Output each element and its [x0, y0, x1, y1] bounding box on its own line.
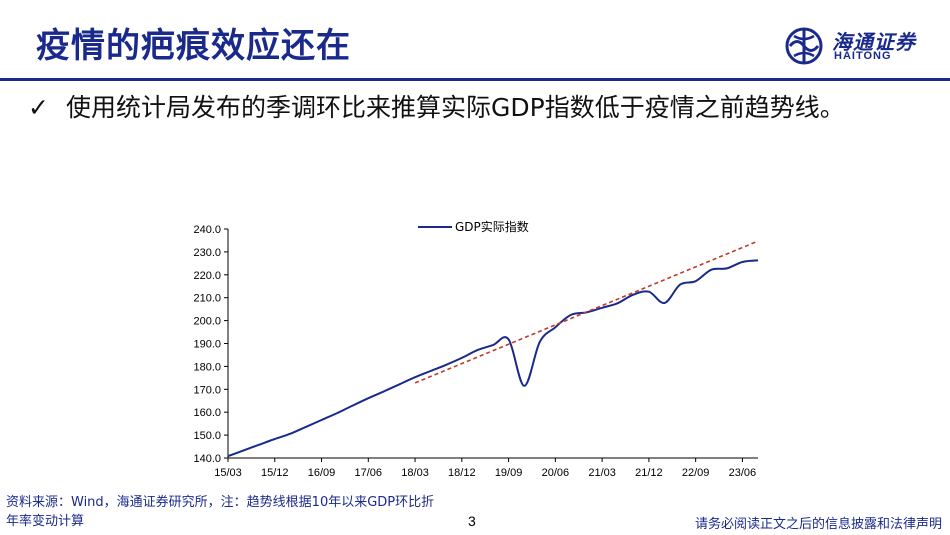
trend-line: [414, 240, 759, 384]
legend-label: GDP实际指数: [455, 219, 529, 234]
y-tick-label: 170.0: [193, 384, 221, 396]
x-tick-label: 19/09: [495, 467, 523, 479]
y-tick-label: 220.0: [193, 270, 221, 282]
x-tick-label: 23/06: [729, 467, 757, 479]
haitong-emblem-icon: [785, 27, 823, 65]
y-tick-label: 160.0: [193, 407, 221, 419]
bullet-point: ✓ 使用统计局发布的季调环比来推算实际GDP指数低于疫情之前趋势线。: [28, 86, 908, 130]
y-tick-label: 140.0: [193, 453, 221, 465]
haitong-logo: 海通证券 HAITONG: [782, 24, 922, 68]
source-note: 资料来源：Wind，海通证券研究所，注：趋势线根据10年以来GDP环比折年率变动…: [6, 495, 435, 529]
disclaimer-link[interactable]: 请务必阅读正文之后的信息披露和法律声明: [694, 517, 942, 532]
y-tick-label: 190.0: [193, 339, 221, 351]
x-tick-label: 17/06: [355, 467, 383, 479]
y-tick-label: 210.0: [193, 293, 221, 305]
logo-en-text: HAITONG: [834, 50, 892, 62]
check-icon: ✓: [28, 93, 49, 122]
x-tick-label: 20/06: [542, 467, 570, 479]
bullet-text: 使用统计局发布的季调环比来推算实际GDP指数低于疫情之前趋势线。: [66, 93, 845, 122]
y-tick-label: 240.0: [193, 224, 221, 236]
page-number: 3: [468, 513, 476, 529]
x-tick-label: 15/03: [214, 467, 242, 479]
y-tick-label: 200.0: [193, 316, 221, 328]
x-tick-label: 18/03: [401, 467, 429, 479]
x-tick-label: 18/12: [448, 467, 476, 479]
title-divider: [0, 78, 950, 81]
y-tick-label: 180.0: [193, 361, 221, 373]
x-tick-label: 22/09: [682, 467, 710, 479]
page-title: 疫情的疤痕效应还在: [36, 26, 351, 66]
x-tick-label: 21/03: [588, 467, 616, 479]
logo-cn-text: 海通证券: [832, 30, 916, 54]
x-tick-label: 15/12: [261, 467, 289, 479]
gdp-index-line: [227, 259, 759, 458]
y-tick-label: 230.0: [193, 247, 221, 259]
x-tick-label: 16/09: [308, 467, 336, 479]
y-tick-label: 150.0: [193, 430, 221, 442]
gdp-line-chart: 140.0 150.0 160.0 170.0 180.0 190.0 200.0 210.0…: [193, 219, 759, 479]
x-tick-label: 21/12: [635, 467, 663, 479]
